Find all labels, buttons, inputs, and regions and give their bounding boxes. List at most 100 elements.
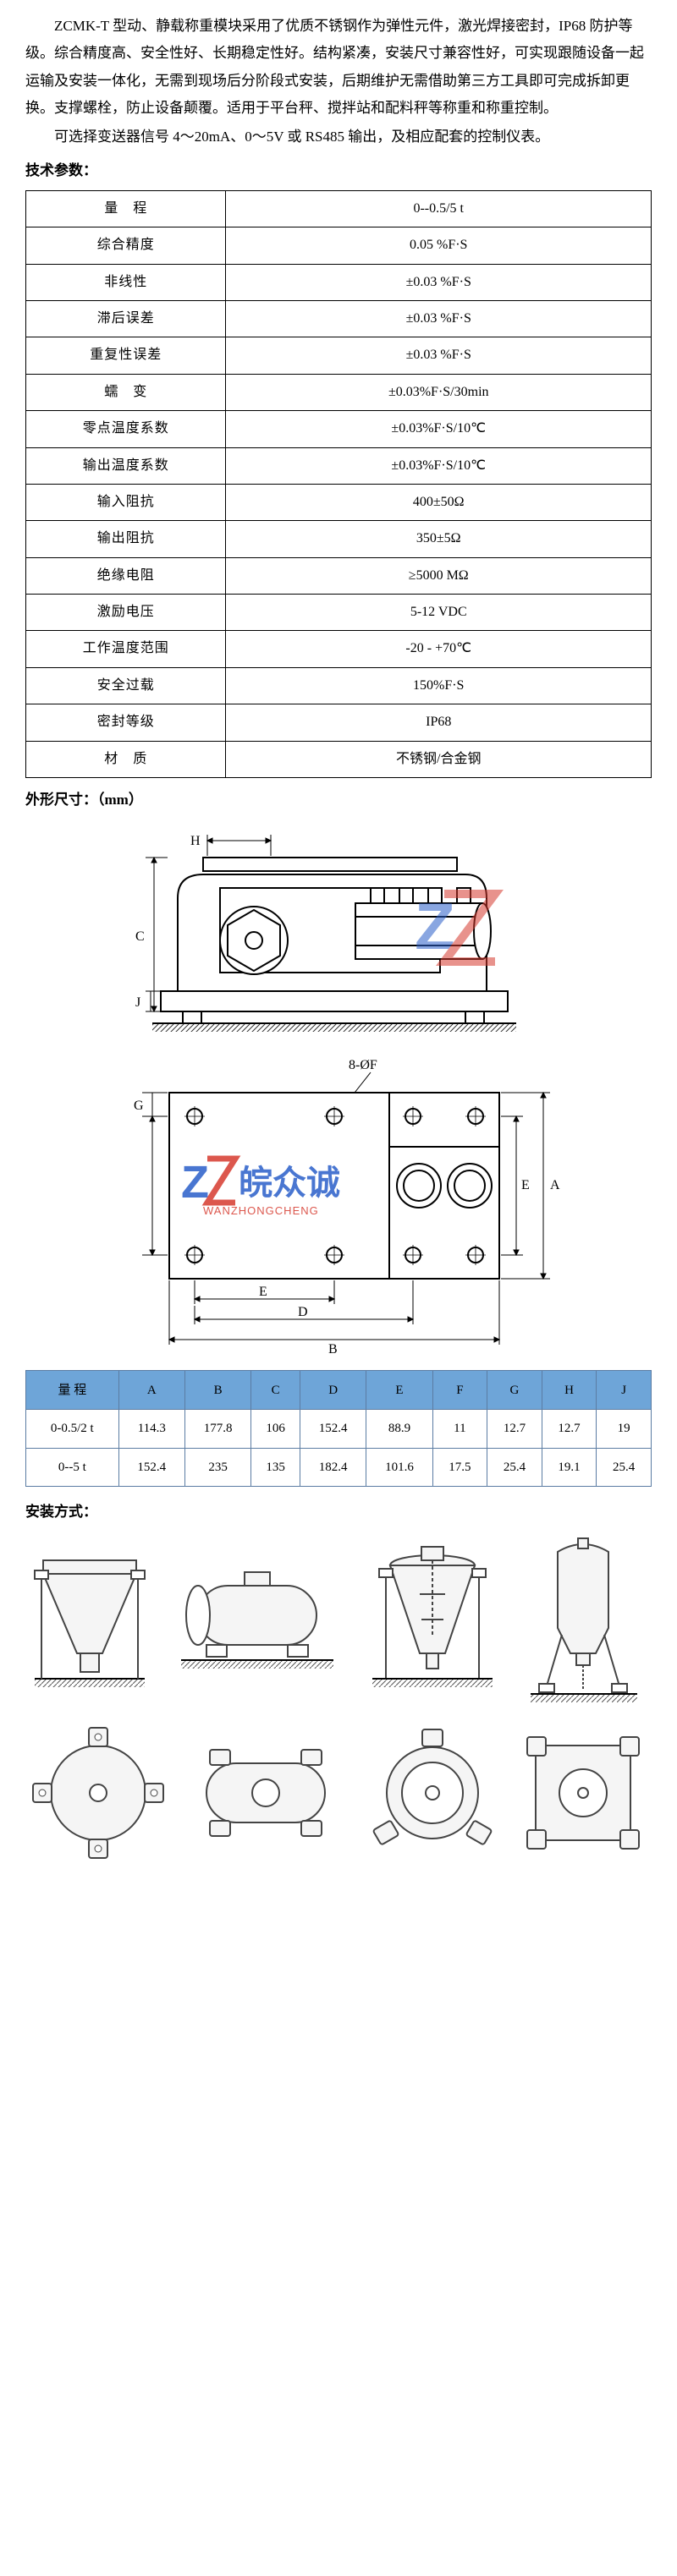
install-topview-square-icon [515, 1725, 651, 1861]
spec-value: ≥5000 MΩ [226, 557, 652, 594]
side-view-diagram: H C J Z [25, 822, 652, 1042]
spec-value: ±0.03%F·S/10℃ [226, 411, 652, 447]
dims-column-header: F [432, 1371, 487, 1410]
spec-label: 工作温度范围 [26, 631, 226, 667]
dims-cell: 25.4 [597, 1448, 652, 1487]
dims-cell: 135 [251, 1448, 300, 1487]
dims-column-header: A [118, 1371, 184, 1410]
install-topview-tank-icon [181, 1738, 350, 1848]
spec-row: 输入阻抗400±50Ω [26, 484, 652, 520]
dims-cell: 88.9 [366, 1410, 432, 1449]
spec-row: 滞后误差±0.03 %F·S [26, 300, 652, 337]
dims-cell: 0--5 t [26, 1448, 119, 1487]
dims-cell: 0-0.5/2 t [26, 1410, 119, 1449]
svg-text:皖众诚: 皖众诚 [239, 1165, 340, 1202]
dims-cell: 152.4 [300, 1410, 366, 1449]
spec-value: 不锈钢/合金钢 [226, 741, 652, 777]
dim-label-j: J [135, 995, 140, 1010]
spec-label: 激励电压 [26, 595, 226, 631]
dims-cell: 106 [251, 1410, 300, 1449]
spec-row: 非线性±0.03 %F·S [26, 264, 652, 300]
install-row-2 [25, 1721, 652, 1865]
dim-label-h: H [190, 834, 201, 848]
spec-row: 输出阻抗350±5Ω [26, 521, 652, 557]
spec-label: 蠕 变 [26, 374, 226, 410]
spec-value: -20 - +70℃ [226, 631, 652, 667]
dims-cell: 12.7 [487, 1410, 542, 1449]
spec-label: 输出温度系数 [26, 447, 226, 484]
spec-row: 综合精度0.05 %F·S [26, 227, 652, 264]
dims-column-header: 量 程 [26, 1371, 119, 1410]
dim-label-g: G [134, 1099, 144, 1113]
spec-value: 0--0.5/5 t [226, 190, 652, 227]
section-title-tech: 技术参数： [25, 157, 652, 184]
dims-cell: 101.6 [366, 1448, 432, 1487]
spec-row: 密封等级IP68 [26, 704, 652, 741]
spec-value: ±0.03%F·S/30min [226, 374, 652, 410]
spec-label: 材 质 [26, 741, 226, 777]
spec-value: ±0.03%F·S/10℃ [226, 447, 652, 484]
dims-column-header: C [251, 1371, 300, 1410]
install-row-1 [25, 1535, 652, 1713]
install-topview-3support-icon [361, 1721, 504, 1865]
spec-value: 5-12 VDC [226, 595, 652, 631]
spec-value: 0.05 %F·S [226, 227, 652, 264]
spec-label: 重复性误差 [26, 337, 226, 374]
dims-cell: 17.5 [432, 1448, 487, 1487]
dims-row: 0-0.5/2 t114.3177.8106152.488.91112.712.… [26, 1410, 652, 1449]
spec-label: 量 程 [26, 190, 226, 227]
dim-label-d: D [298, 1305, 308, 1319]
dim-label-e-bottom: E [259, 1285, 267, 1299]
spec-label: 零点温度系数 [26, 411, 226, 447]
dims-cell: 12.7 [542, 1410, 597, 1449]
spec-value: ±0.03 %F·S [226, 264, 652, 300]
install-tank-horizontal-icon [164, 1560, 350, 1687]
dims-column-header: B [184, 1371, 250, 1410]
dims-cell: 177.8 [184, 1410, 250, 1449]
dims-cell: 235 [184, 1448, 250, 1487]
dims-cell: 11 [432, 1410, 487, 1449]
spec-label: 输出阻抗 [26, 521, 226, 557]
intro-paragraph-2: 可选择变送器信号 4～20mA、0～5V 或 RS485 输出，及相应配套的控制… [25, 123, 652, 151]
dim-label-b: B [328, 1342, 338, 1357]
dims-cell: 182.4 [300, 1448, 366, 1487]
spec-value: ±0.03 %F·S [226, 337, 652, 374]
dim-label-e-right: E [521, 1178, 530, 1192]
dims-cell: 25.4 [487, 1448, 542, 1487]
spec-value: IP68 [226, 704, 652, 741]
dims-cell: 114.3 [118, 1410, 184, 1449]
hole-label: 8-ØF [349, 1058, 377, 1072]
spec-label: 滞后误差 [26, 300, 226, 337]
spec-value: 400±50Ω [226, 484, 652, 520]
dimensions-table: 量 程ABCDEFGHJ 0-0.5/2 t114.3177.8106152.4… [25, 1370, 652, 1487]
dims-row: 0--5 t152.4235135182.4101.617.525.419.12… [26, 1448, 652, 1487]
spec-row: 材 质不锈钢/合金钢 [26, 741, 652, 777]
spec-row: 蠕 变±0.03%F·S/30min [26, 374, 652, 410]
install-tank-vertical-icon [515, 1535, 651, 1713]
spec-value: 150%F·S [226, 667, 652, 704]
spec-row: 工作温度范围-20 - +70℃ [26, 631, 652, 667]
spec-row: 零点温度系数±0.03%F·S/10℃ [26, 411, 652, 447]
dims-column-header: E [366, 1371, 432, 1410]
dims-column-header: H [542, 1371, 597, 1410]
watermark-logo-top: Z 皖众诚 WANZHONGCHENG [181, 1157, 340, 1217]
spec-row: 激励电压5-12 VDC [26, 595, 652, 631]
section-title-install: 安装方式： [25, 1499, 652, 1526]
top-view-diagram: 8-ØF G A [25, 1054, 652, 1358]
dims-column-header: J [597, 1371, 652, 1410]
spec-row: 绝缘电阻≥5000 MΩ [26, 557, 652, 594]
spec-value: 350±5Ω [226, 521, 652, 557]
install-topview-circle-icon [26, 1721, 170, 1865]
spec-label: 非线性 [26, 264, 226, 300]
intro-paragraph-1: ZCMK-T 型动、静载称重模块采用了优质不锈钢作为弹性元件，激光焊接密封，IP… [25, 13, 652, 122]
spec-row: 重复性误差±0.03 %F·S [26, 337, 652, 374]
spec-label: 安全过载 [26, 667, 226, 704]
dim-label-a: A [550, 1178, 560, 1192]
install-mixer-icon [361, 1543, 504, 1704]
dim-label-c: C [135, 929, 145, 944]
svg-text:Z: Z [181, 1157, 209, 1208]
dims-cell: 19.1 [542, 1448, 597, 1487]
spec-label: 综合精度 [26, 227, 226, 264]
spec-value: ±0.03 %F·S [226, 300, 652, 337]
dims-cell: 152.4 [118, 1448, 184, 1487]
